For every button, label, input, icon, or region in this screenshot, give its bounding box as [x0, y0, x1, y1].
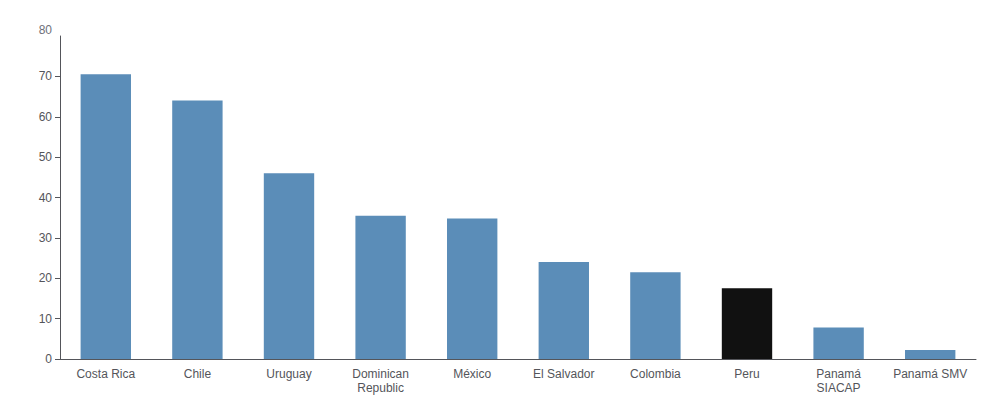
svg-text:0: 0: [45, 352, 52, 366]
svg-text:30: 30: [39, 231, 53, 245]
svg-text:Panamá: Panamá: [816, 367, 861, 381]
svg-text:50: 50: [39, 150, 53, 164]
svg-text:México: México: [453, 367, 491, 381]
svg-text:Panamá SMV: Panamá SMV: [893, 367, 967, 381]
svg-text:Dominican: Dominican: [352, 367, 409, 381]
svg-text:20: 20: [39, 271, 53, 285]
svg-text:Uruguay: Uruguay: [266, 367, 311, 381]
svg-text:10: 10: [39, 312, 53, 326]
svg-text:60: 60: [39, 110, 53, 124]
svg-text:Chile: Chile: [184, 367, 212, 381]
svg-text:Costa Rica: Costa Rica: [76, 367, 135, 381]
svg-text:SIACAP: SIACAP: [817, 381, 861, 395]
svg-text:40: 40: [39, 191, 53, 205]
svg-text:Colombia: Colombia: [630, 367, 681, 381]
svg-text:70: 70: [39, 69, 53, 83]
svg-text:Peru: Peru: [734, 367, 759, 381]
svg-text:Republic: Republic: [357, 381, 404, 395]
svg-text:El Salvador: El Salvador: [533, 367, 594, 381]
svg-text:80: 80: [39, 23, 53, 37]
